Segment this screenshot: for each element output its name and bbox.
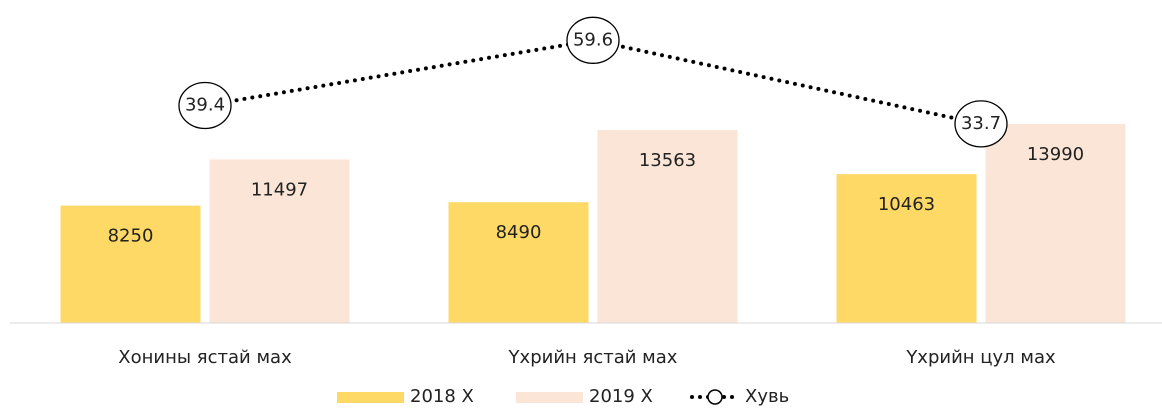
data-label: 33.7 bbox=[961, 113, 1001, 134]
marker bbox=[178, 81, 232, 130]
marker bbox=[954, 100, 1008, 148]
bar bbox=[597, 130, 738, 323]
data-label: 8490 bbox=[496, 222, 542, 243]
legend-label: 2018 Х bbox=[410, 386, 474, 407]
data-label: 11497 bbox=[251, 179, 308, 200]
x-tick-label: Үхрийн цул мах bbox=[905, 347, 1056, 368]
data-label: 13563 bbox=[639, 150, 696, 171]
bar bbox=[448, 202, 589, 323]
x-tick-label: Хонины ястай мах bbox=[118, 347, 292, 368]
x-tick-label: Үхрийн ястай мах bbox=[508, 347, 678, 368]
bar bbox=[60, 205, 201, 323]
legend-swatch bbox=[337, 392, 404, 403]
legend-swatch bbox=[516, 392, 583, 403]
data-label: 13990 bbox=[1027, 144, 1084, 165]
data-label: 59.6 bbox=[573, 29, 613, 50]
legend-label: 2019 Х bbox=[589, 386, 653, 407]
marker bbox=[566, 16, 620, 64]
legend-swatch bbox=[707, 389, 723, 405]
data-label: 10463 bbox=[878, 194, 935, 215]
bar bbox=[985, 123, 1126, 324]
data-label: 8250 bbox=[108, 226, 154, 247]
legend-label: Хувь bbox=[745, 386, 789, 407]
bar bbox=[836, 174, 977, 323]
data-label: 39.4 bbox=[185, 95, 225, 116]
bar bbox=[209, 159, 350, 323]
